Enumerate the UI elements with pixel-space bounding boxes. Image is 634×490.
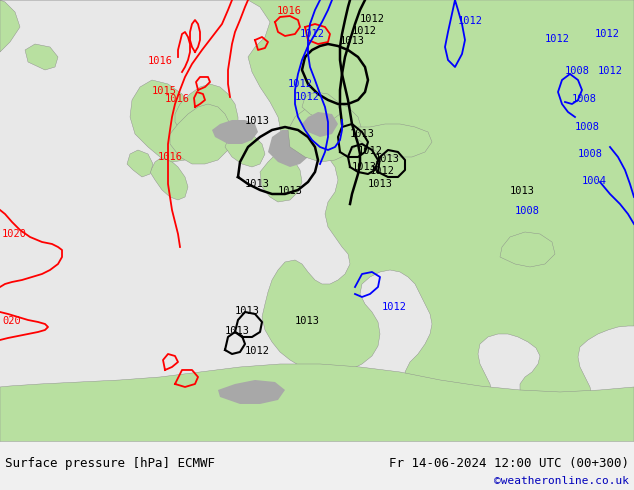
Text: 1016: 1016 <box>148 56 173 66</box>
Polygon shape <box>218 380 285 404</box>
Text: 1012: 1012 <box>598 66 623 76</box>
Text: 020: 020 <box>2 316 21 326</box>
Text: 1013: 1013 <box>225 326 250 336</box>
Text: 1012: 1012 <box>545 34 570 44</box>
Text: 1012: 1012 <box>360 14 385 24</box>
Text: 1012: 1012 <box>458 16 483 26</box>
Text: 1012: 1012 <box>595 29 620 39</box>
Polygon shape <box>212 120 258 144</box>
Polygon shape <box>500 232 555 267</box>
Polygon shape <box>288 102 362 162</box>
Polygon shape <box>175 84 238 152</box>
Text: 1012: 1012 <box>295 92 320 102</box>
Polygon shape <box>225 130 265 167</box>
Text: 1013: 1013 <box>352 162 377 172</box>
Text: 1008: 1008 <box>578 149 603 159</box>
Text: 1013: 1013 <box>350 129 375 139</box>
Text: 1013: 1013 <box>375 154 400 164</box>
Text: ©weatheronline.co.uk: ©weatheronline.co.uk <box>494 476 629 486</box>
Text: 1012: 1012 <box>370 166 395 176</box>
Text: 1012: 1012 <box>352 26 377 36</box>
Text: 1008: 1008 <box>572 94 597 104</box>
Text: 1013: 1013 <box>340 36 365 46</box>
Text: 1013: 1013 <box>245 116 270 126</box>
Text: 1020: 1020 <box>2 229 27 239</box>
Polygon shape <box>130 80 200 162</box>
Text: 1016: 1016 <box>165 94 190 104</box>
Text: 1013: 1013 <box>245 179 270 189</box>
Text: 1008: 1008 <box>565 66 590 76</box>
Polygon shape <box>127 150 153 177</box>
Text: 1013: 1013 <box>368 179 393 189</box>
Text: 1013: 1013 <box>295 316 320 326</box>
Text: Surface pressure [hPa] ECMWF: Surface pressure [hPa] ECMWF <box>5 457 215 469</box>
Text: 1008: 1008 <box>575 122 600 132</box>
Text: 1013: 1013 <box>278 186 303 196</box>
Text: 1013: 1013 <box>235 306 260 316</box>
Text: 1012: 1012 <box>382 302 407 312</box>
Polygon shape <box>0 364 634 442</box>
Text: Fr 14-06-2024 12:00 UTC (00+300): Fr 14-06-2024 12:00 UTC (00+300) <box>389 457 629 469</box>
Polygon shape <box>355 124 432 157</box>
Polygon shape <box>25 44 58 70</box>
Text: 1012: 1012 <box>288 79 313 89</box>
Text: 1008: 1008 <box>515 206 540 216</box>
Polygon shape <box>302 112 338 137</box>
Polygon shape <box>0 0 634 414</box>
Polygon shape <box>0 0 20 52</box>
Text: 1012: 1012 <box>358 146 383 156</box>
Text: 1016: 1016 <box>158 152 183 162</box>
Text: 1004: 1004 <box>582 176 607 186</box>
Text: 1015: 1015 <box>152 86 177 96</box>
Text: 1013: 1013 <box>510 186 535 196</box>
Polygon shape <box>150 157 188 200</box>
Text: 1016: 1016 <box>277 6 302 16</box>
Polygon shape <box>268 130 310 167</box>
Polygon shape <box>170 104 232 164</box>
Text: 1012: 1012 <box>300 29 325 39</box>
Text: 1012: 1012 <box>245 346 270 356</box>
Polygon shape <box>302 92 340 120</box>
